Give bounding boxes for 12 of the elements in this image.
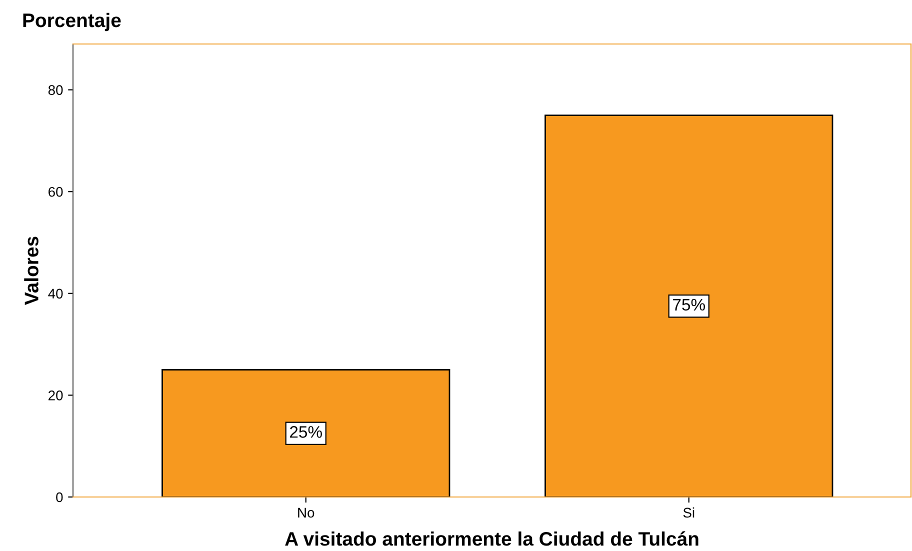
y-tick-label: 0: [56, 492, 63, 502]
y-tick-label: 20: [48, 390, 63, 400]
x-tick-label: No: [298, 508, 314, 518]
y-tick-label: 60: [48, 186, 63, 197]
data-label: 75%: [673, 298, 705, 311]
y-tick-label: 80: [48, 85, 63, 95]
y-tick-label: 40: [48, 288, 63, 299]
x-axis-title: A visitado anteriormente la Ciudad de Tulcán: [285, 531, 698, 546]
chart-title: Porcentaje: [23, 12, 121, 32]
x-tick-label: Si: [683, 507, 694, 518]
y-axis-title: Valores: [24, 236, 38, 305]
data-label: 25%: [290, 426, 322, 438]
